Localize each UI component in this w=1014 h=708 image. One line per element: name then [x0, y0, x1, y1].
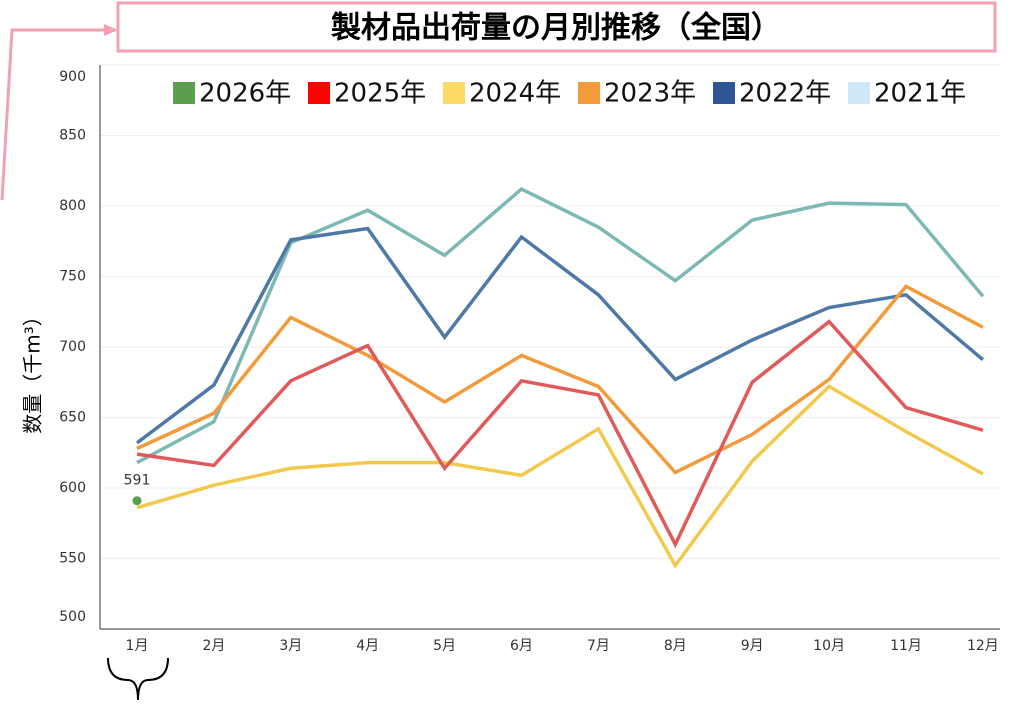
arrow-head	[104, 24, 118, 36]
legend-swatch	[173, 82, 195, 104]
legend-label: 2021年	[874, 79, 966, 109]
y-tick-label: 550	[59, 551, 86, 567]
legend-label: 2024年	[469, 79, 561, 109]
y-tick-label: 750	[59, 269, 86, 285]
x-tick-label: 6月	[510, 638, 533, 654]
brace	[107, 657, 169, 701]
data-label: 591	[124, 473, 151, 489]
series-line	[136, 186, 985, 465]
x-tick-label: 4月	[356, 638, 379, 654]
legend-label: 2022年	[739, 79, 831, 109]
x-tick-label: 3月	[279, 638, 302, 654]
legend-label: 2023年	[604, 79, 696, 109]
y-tick-label: 600	[59, 480, 86, 496]
x-tick-label: 9月	[741, 638, 764, 654]
series-line	[136, 384, 984, 569]
x-tick-label: 5月	[433, 638, 456, 654]
legend-swatch	[308, 82, 330, 104]
title-box	[116, 1, 997, 53]
y-axis-label: 数量（千m³）	[21, 306, 45, 434]
series-line	[136, 319, 984, 549]
legend-swatch	[848, 82, 870, 104]
x-tick-label: 8月	[664, 638, 687, 654]
series-line	[135, 226, 985, 445]
legend-label: 2025年	[334, 79, 426, 109]
y-tick-label: 500	[59, 609, 86, 625]
pointer-arrow	[0, 28, 108, 201]
x-tick-label: 11月	[890, 638, 922, 654]
y-tick-label: 850	[59, 128, 86, 144]
series-line	[136, 284, 984, 475]
x-tick-label: 1月	[126, 638, 149, 654]
y-tick-label: 700	[59, 339, 86, 355]
x-tick-label: 2月	[202, 638, 225, 654]
legend-swatch	[713, 82, 735, 104]
data-point	[132, 496, 142, 506]
legend-swatch	[443, 82, 465, 104]
y-tick-label: 800	[59, 198, 86, 214]
y-tick-label: 900	[59, 69, 86, 85]
chart-title: 製材品出荷量の月別推移（全国）	[331, 11, 781, 46]
legend-swatch	[578, 82, 600, 104]
legend-label: 2026年	[199, 79, 291, 109]
x-tick-label: 10月	[813, 638, 845, 654]
x-tick-label: 7月	[587, 638, 610, 654]
y-tick-label: 650	[59, 410, 86, 426]
x-tick-label: 12月	[967, 638, 999, 654]
